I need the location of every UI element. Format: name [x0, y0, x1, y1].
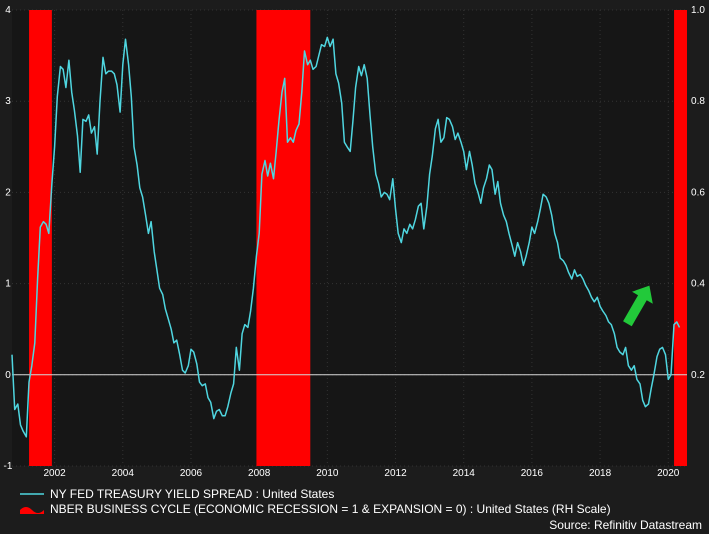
x-tick-label: 2006 [180, 468, 203, 479]
left-tick-label: 0 [5, 370, 11, 381]
x-tick-label: 2016 [521, 468, 544, 479]
legend-label-spread: NY FED TREASURY YIELD SPREAD : United St… [50, 487, 334, 501]
right-tick-label: 0.2 [691, 370, 705, 381]
right-tick-label: 0.6 [691, 187, 705, 198]
x-tick-label: 2018 [589, 468, 612, 479]
right-tick-label: 0.8 [691, 96, 705, 107]
x-tick-label: 2010 [316, 468, 339, 479]
right-axis-ticks: 0.2 0.4 0.6 0.8 1.0 [691, 5, 705, 381]
left-tick-label: 4 [5, 5, 11, 16]
left-tick-label: -1 [4, 461, 13, 472]
left-tick-label: 2 [5, 187, 11, 198]
legend-swatch-recession [20, 507, 44, 514]
x-tick-label: 2014 [453, 468, 476, 479]
legend: NY FED TREASURY YIELD SPREAD : United St… [20, 487, 611, 516]
plot-background [12, 10, 687, 466]
plot-area [12, 10, 687, 466]
spread-line [11, 36, 681, 438]
x-tick-label: 2008 [248, 468, 271, 479]
x-tick-label: 2004 [112, 468, 135, 479]
legend-label-recession: NBER BUSINESS CYCLE (ECONOMIC RECESSION … [50, 502, 611, 516]
green-arrow [623, 285, 653, 327]
x-axis-ticks: 2002 2004 2006 2008 2010 2012 2014 2016 2018 2020 [43, 468, 679, 479]
grid-lines [12, 9, 687, 467]
left-axis-ticks: -1 0 1 2 3 4 [4, 5, 13, 472]
source-label: Source: Refinitiv Datastream [549, 518, 702, 532]
x-tick-label: 2020 [657, 468, 680, 479]
left-tick-label: 3 [5, 96, 11, 107]
recession-bars [29, 10, 687, 466]
left-tick-label: 1 [5, 279, 11, 290]
arrow-icon [623, 285, 653, 327]
x-tick-label: 2002 [43, 468, 66, 479]
right-tick-label: 1.0 [691, 5, 705, 16]
recession-bar [674, 10, 687, 466]
arrow-group [623, 285, 653, 327]
spread-line-group [11, 36, 681, 438]
right-tick-label: 0.4 [691, 279, 705, 290]
x-tick-label: 2012 [384, 468, 407, 479]
